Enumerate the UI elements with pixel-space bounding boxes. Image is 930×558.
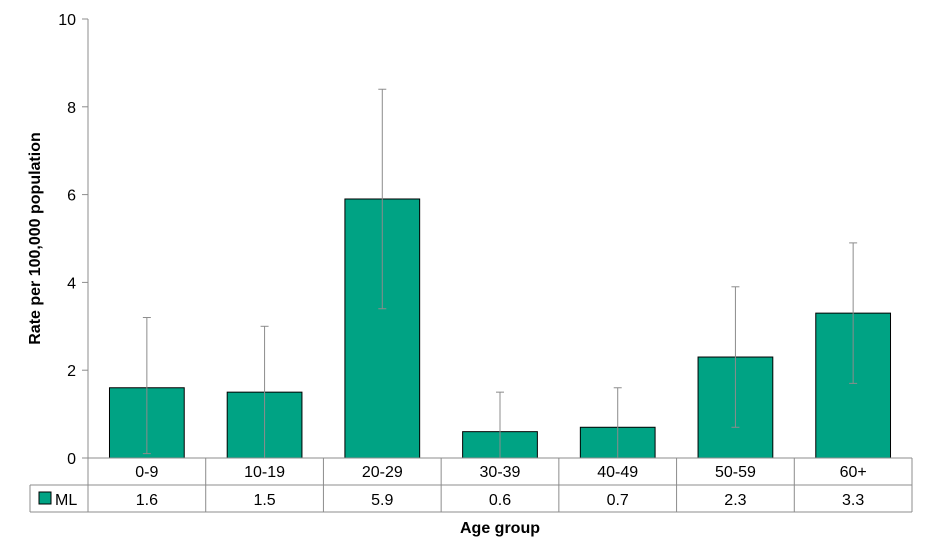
y-tick-label: 10 xyxy=(58,12,76,29)
x-axis-title: Age group xyxy=(460,520,540,537)
y-tick-label: 0 xyxy=(67,451,76,468)
y-tick-label: 2 xyxy=(67,363,76,380)
data-label: 1.6 xyxy=(136,492,158,509)
x-tick-label: 60+ xyxy=(840,464,867,481)
data-label: 0.7 xyxy=(607,492,629,509)
data-label: 0.6 xyxy=(489,492,511,509)
data-table: 0-9 1.6 10-19 1.5 20-29 5.9 30-39 0.6 40-49 0.7 50… xyxy=(29,457,913,513)
x-tick-label: 30-39 xyxy=(480,464,521,481)
error-bars xyxy=(142,88,858,459)
x-tick-label: 0-9 xyxy=(135,464,158,481)
y-tick-label: 8 xyxy=(67,100,76,117)
y-axis-title: Rate per 100,000 population xyxy=(27,132,44,345)
y-tick-label: 6 xyxy=(67,188,76,205)
y-tick-label: 4 xyxy=(67,275,76,292)
x-tick-label: 10-19 xyxy=(244,464,285,481)
data-label: 2.3 xyxy=(724,492,746,509)
y-axis-ticks: 0 2 4 6 8 10 xyxy=(58,12,88,468)
legend-label: ML xyxy=(55,492,77,509)
x-tick-label: 20-29 xyxy=(362,464,403,481)
legend-swatch xyxy=(38,491,52,505)
data-label: 3.3 xyxy=(842,492,864,509)
x-tick-label: 40-49 xyxy=(597,464,638,481)
data-label: 1.5 xyxy=(253,492,275,509)
x-tick-label: 50-59 xyxy=(715,464,756,481)
data-label: 5.9 xyxy=(371,492,393,509)
